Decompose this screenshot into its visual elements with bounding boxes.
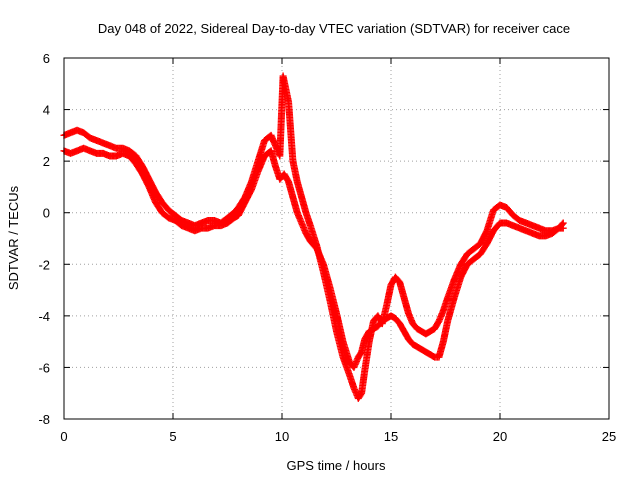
- chart-title: Day 048 of 2022, Sidereal Day-to-day VTE…: [98, 21, 570, 36]
- grid-lines: [64, 58, 609, 419]
- x-axis-label: GPS time / hours: [287, 458, 386, 473]
- y-tick-label: 2: [43, 154, 50, 169]
- series-2: [60, 144, 567, 371]
- data-point: [558, 220, 566, 228]
- x-tick-label: 25: [602, 429, 616, 444]
- x-tick-label: 5: [169, 429, 176, 444]
- x-tick-label: 0: [60, 429, 67, 444]
- y-tick-label: 6: [43, 51, 50, 66]
- plot-frame: [63, 57, 610, 420]
- y-axis-label: SDTVAR / TECUs: [6, 185, 21, 290]
- x-tick-label: 10: [275, 429, 289, 444]
- y-tick-label: -2: [38, 257, 50, 272]
- data-point: [559, 219, 567, 227]
- x-tick-label: 20: [493, 429, 507, 444]
- y-tick-label: -8: [38, 412, 50, 427]
- y-tick-label: 0: [43, 206, 50, 221]
- y-tick-label: -4: [38, 309, 50, 324]
- x-tick-label: 15: [384, 429, 398, 444]
- axis-ticks: 0 5 10 15 20 25 -8 -6 -4 -2 0 2 4 6: [38, 51, 616, 444]
- data-series: [60, 72, 567, 402]
- y-tick-label: -6: [38, 360, 50, 375]
- y-tick-label: 4: [43, 103, 50, 118]
